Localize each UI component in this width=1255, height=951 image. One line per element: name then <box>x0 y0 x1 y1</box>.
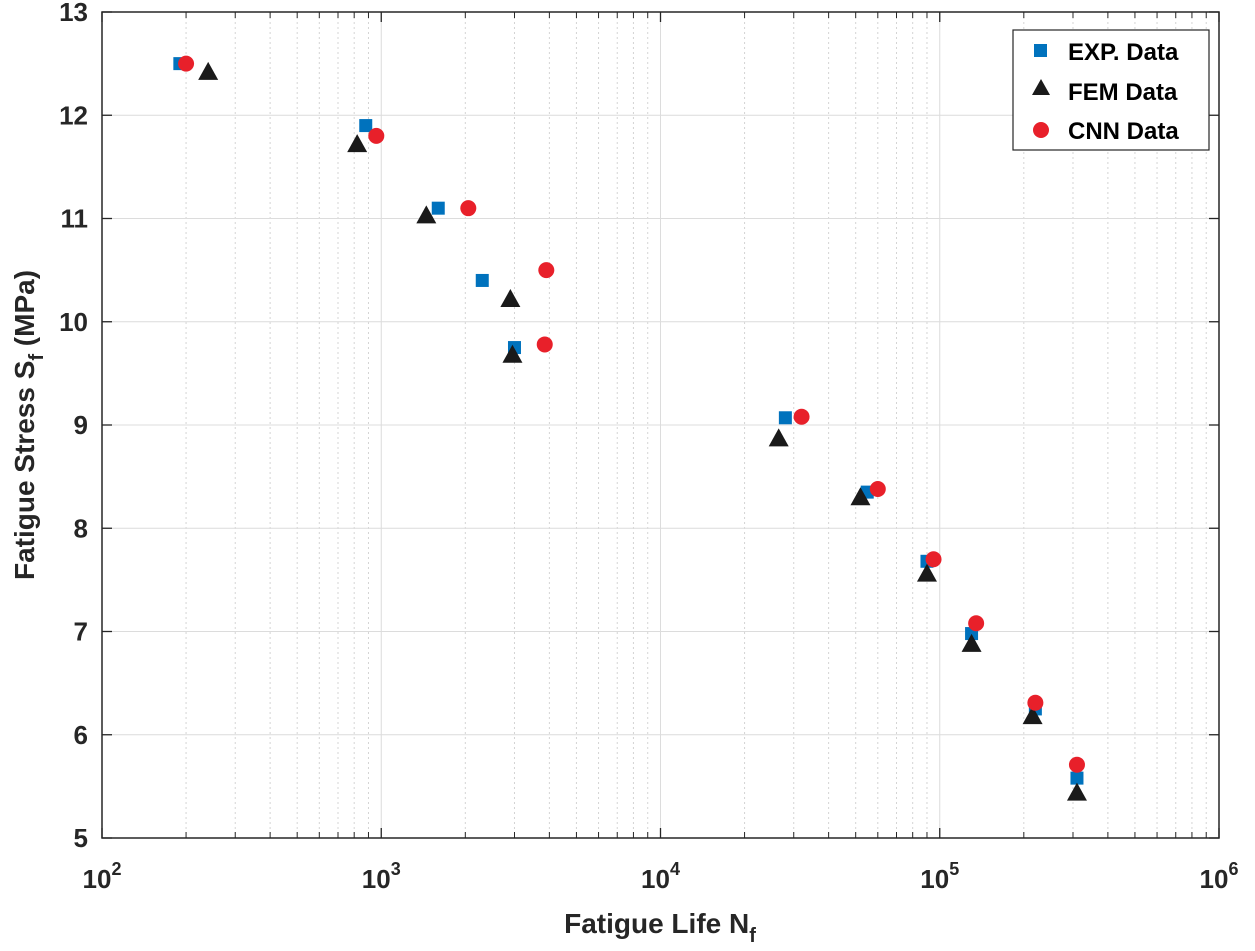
legend-label-fem: FEM Data <box>1068 79 1178 106</box>
fem-data-point <box>961 633 982 652</box>
x-tick-labels: 102 103 104 105 106 <box>83 859 1239 894</box>
cnn-data-point <box>460 200 477 217</box>
cnn-data-point <box>368 127 385 144</box>
y-tick-label: 7 <box>74 617 88 647</box>
x-tick-label: 103 <box>362 859 401 894</box>
cnn-data-point <box>178 55 195 72</box>
exp-data-point <box>778 411 792 425</box>
x-tick-label: 104 <box>641 859 680 894</box>
series-cnn-data <box>178 55 1085 773</box>
x-tick-label: 105 <box>920 859 959 894</box>
legend-marker-exp <box>1034 44 1047 57</box>
cnn-data-point <box>538 262 555 279</box>
y-axis-title: Fatigue Stress Sf (MPa) <box>9 270 48 580</box>
cnn-data-point <box>869 481 886 498</box>
series-fem-data <box>198 61 1087 801</box>
fem-data-point <box>916 563 937 582</box>
fem-data-point <box>502 344 523 363</box>
fem-data-point <box>768 428 789 447</box>
y-tick-labels: 5 6 7 8 9 10 11 12 13 <box>59 0 88 853</box>
exp-data-point <box>359 119 373 133</box>
legend-marker-fem <box>1032 79 1050 95</box>
axis-ticks <box>101 11 1220 839</box>
legend: EXP. Data FEM Data CNN Data <box>1012 29 1210 151</box>
x-tick-label: 106 <box>1200 859 1239 894</box>
fem-data-point <box>500 289 521 308</box>
y-tick-label: 13 <box>59 0 88 27</box>
y-tick-label: 10 <box>59 307 88 337</box>
series-layer <box>173 55 1087 801</box>
y-tick-label: 6 <box>74 720 88 750</box>
exp-data-point <box>475 273 489 287</box>
cnn-data-point <box>1068 756 1085 773</box>
y-tick-label: 11 <box>61 204 89 234</box>
fem-data-point <box>1066 782 1087 801</box>
exp-data-point <box>1070 771 1084 785</box>
cnn-data-point <box>1027 694 1044 711</box>
cnn-data-point <box>536 336 553 353</box>
fem-data-point <box>416 205 437 224</box>
y-tick-label: 12 <box>59 100 88 130</box>
fem-data-point <box>1022 706 1043 725</box>
y-tick-label: 9 <box>74 410 88 440</box>
legend-marker-cnn <box>1033 122 1049 138</box>
exp-data-point <box>431 201 445 215</box>
y-tick-label: 8 <box>74 513 88 543</box>
x-axis-title: Fatigue Life Nf <box>564 908 756 947</box>
fem-data-point <box>347 134 368 153</box>
fem-data-point <box>198 61 219 80</box>
legend-label-exp: EXP. Data <box>1068 39 1179 66</box>
y-tick-label: 5 <box>74 823 88 853</box>
fem-data-point <box>850 487 871 506</box>
cnn-data-point <box>793 408 810 425</box>
x-tick-label: 102 <box>83 859 122 894</box>
cnn-data-point <box>968 615 985 632</box>
legend-label-cnn: CNN Data <box>1068 118 1179 145</box>
cnn-data-point <box>925 551 942 568</box>
